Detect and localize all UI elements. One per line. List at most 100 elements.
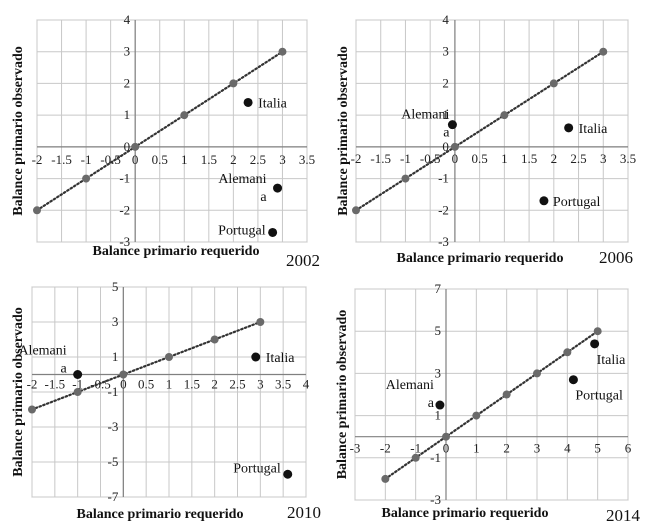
data-point-alemania	[435, 400, 445, 410]
x-tick-label: 5	[594, 441, 601, 456]
y-tick-label: 1	[435, 408, 442, 423]
y-tick-label: -2	[438, 202, 449, 217]
x-tick-label: 3	[600, 151, 607, 166]
data-point-portugal	[539, 196, 549, 206]
x-tick-label: -3	[350, 441, 361, 456]
x-tick-label: 0	[120, 377, 127, 392]
y-axis-title: Balance primario observado	[11, 307, 26, 477]
reference-marker	[533, 369, 541, 378]
x-axis-title: Balance primario requerido	[93, 244, 260, 259]
reference-marker	[33, 206, 41, 215]
reference-marker	[210, 335, 219, 344]
x-axis-title: Balance primario requerido	[397, 251, 564, 266]
data-point-alemania	[447, 120, 457, 130]
data-point-italia	[243, 97, 253, 107]
y-tick-label: -3	[430, 492, 441, 507]
x-tick-label: -0.5	[420, 151, 441, 166]
y-tick-label: -1	[430, 450, 441, 465]
data-label-portugal: Portugal	[553, 195, 601, 210]
x-tick-label: 4	[303, 377, 310, 392]
x-axis-title: Balance primario requerido	[77, 507, 244, 522]
x-tick-label: 3	[534, 441, 541, 456]
x-tick-label: 3.5	[275, 377, 291, 392]
y-tick-label: -1	[438, 171, 449, 186]
x-tick-label: 3.5	[299, 152, 315, 167]
chart-panel-2014: -3 -2 -1 0 1 2 3 4 5 6-3-11357AlemaniaItaliaPortu…	[335, 281, 641, 525]
x-tick-label: -2	[351, 151, 362, 166]
reference-line	[35, 50, 284, 212]
y-tick-label: -3	[119, 234, 130, 249]
x-tick-label: 1	[501, 151, 508, 166]
reference-marker	[180, 111, 189, 120]
y-tick-label: 3	[442, 44, 449, 59]
y-tick-label: -3	[107, 419, 118, 434]
y-tick-label: 2	[442, 75, 449, 90]
data-label-italia: Italia	[258, 96, 288, 111]
x-tick-label: 2	[230, 152, 237, 167]
reference-marker	[278, 47, 287, 56]
x-tick-label: 2.5	[229, 377, 245, 392]
data-label-alemania: Alemani	[218, 172, 266, 187]
x-tick-label: 4	[564, 441, 571, 456]
y-axis-title: Balance primario observado	[335, 310, 350, 480]
y-tick-label: 1	[124, 107, 131, 122]
data-point-portugal	[283, 469, 293, 479]
panel-year: 2006	[599, 248, 633, 267]
x-tick-label: 1.5	[521, 151, 537, 166]
y-tick-label: 3	[124, 44, 131, 59]
reference-line	[384, 330, 599, 480]
y-tick-label: -2	[119, 202, 130, 217]
reference-marker	[381, 474, 390, 483]
data-point-italia	[564, 123, 574, 133]
data-point-portugal	[268, 227, 278, 237]
y-tick-label: 5	[112, 279, 119, 294]
data-label-alemania: Alemani	[386, 378, 434, 393]
data-point-italia	[251, 352, 261, 362]
data-label-italia: Italia	[266, 351, 296, 366]
y-tick-label: 3	[435, 365, 442, 380]
x-tick-label: -1	[410, 441, 421, 456]
x-tick-label: -1	[72, 377, 83, 392]
data-label-portugal: Portugal	[218, 223, 266, 238]
y-axis-title: Balance primario observado	[11, 46, 26, 216]
x-tick-label: -1.5	[51, 152, 72, 167]
y-tick-label: -1	[119, 171, 130, 186]
x-tick-label: -1.5	[370, 151, 391, 166]
x-tick-label: 0.5	[472, 151, 488, 166]
x-tick-label: 1	[473, 441, 480, 456]
x-tick-label: 1.5	[201, 152, 217, 167]
panel-year: 2014	[606, 506, 641, 525]
x-tick-label: -0.5	[100, 152, 121, 167]
reference-marker	[450, 142, 459, 151]
reference-marker	[563, 348, 572, 357]
x-tick-label: -1	[81, 152, 92, 167]
reference-marker	[352, 206, 360, 215]
y-tick-label: 0	[124, 139, 131, 154]
x-tick-label: 0	[452, 151, 459, 166]
x-tick-label: 3.5	[620, 151, 636, 166]
y-tick-label: 4	[442, 12, 449, 27]
x-tick-label: 2.5	[250, 152, 266, 167]
reference-marker	[82, 174, 91, 183]
data-label-portugal: Portugal	[233, 461, 281, 476]
data-label-alemania: a	[428, 396, 435, 411]
x-tick-label: 0.5	[152, 152, 168, 167]
x-tick-label: 1	[166, 377, 173, 392]
panel-year: 2002	[286, 251, 320, 270]
reference-marker	[73, 388, 82, 396]
y-tick-label: -7	[107, 489, 118, 504]
data-point-italia	[590, 339, 600, 349]
reference-marker	[165, 353, 173, 361]
chart-panel-2010: -2 -1.5 -1 -0.5 0 0.5 1 1.5 2 2.5 3 3.5 4-7-5-3-1135…	[11, 279, 321, 522]
data-point-alemania	[73, 370, 83, 379]
x-tick-label: -1.5	[45, 377, 66, 392]
reference-marker	[256, 318, 265, 326]
reference-marker	[229, 79, 238, 88]
reference-marker	[131, 142, 140, 151]
reference-marker	[549, 79, 558, 88]
reference-marker	[28, 405, 36, 414]
data-label-alemania: Alemani	[401, 108, 449, 123]
data-label-alemania: Alemani	[18, 344, 66, 359]
y-axis-title: Balance primario observado	[336, 46, 351, 216]
